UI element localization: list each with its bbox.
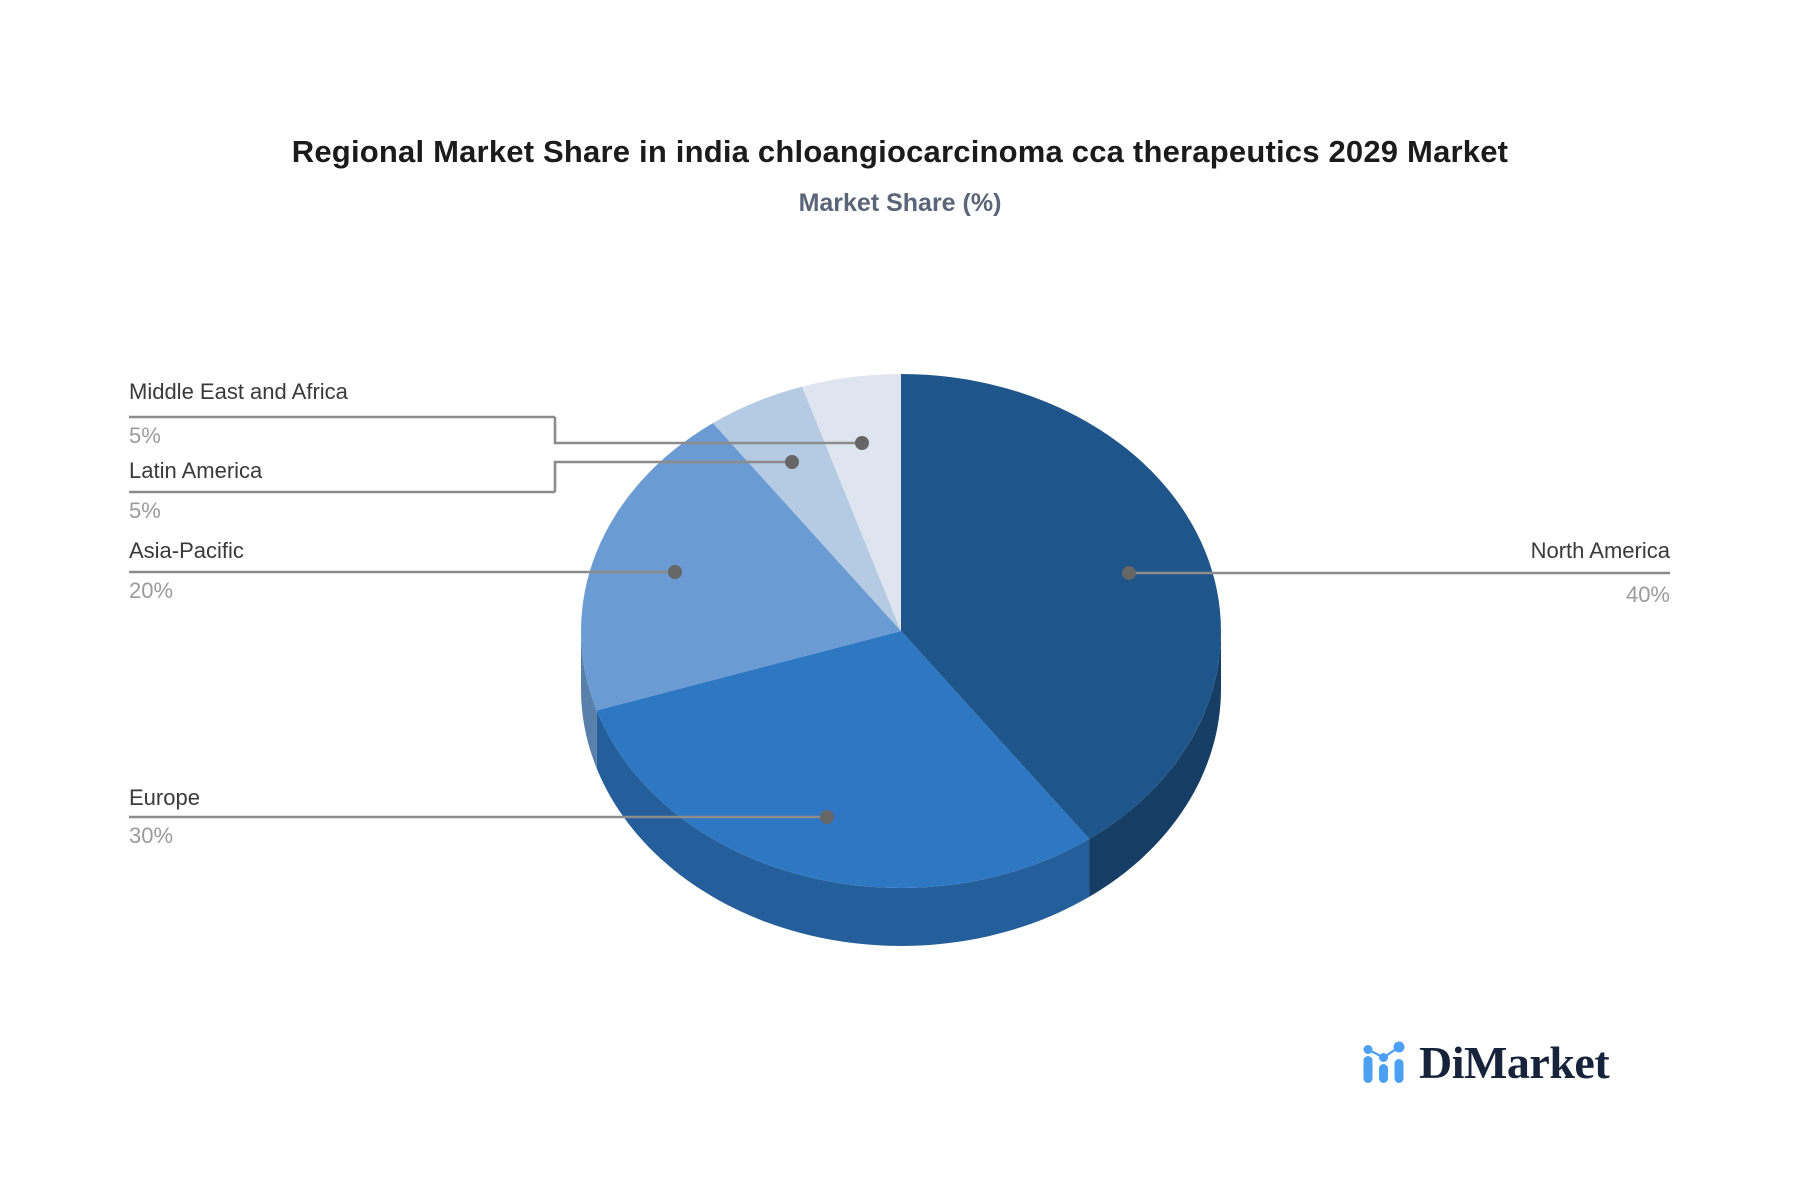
leader-dot-europe [820,810,834,824]
callout-label-north-america: North America [1530,538,1670,563]
callout-label-middle-east-and-africa: Middle East and Africa [129,379,348,404]
callout-label-europe: Europe [129,785,200,810]
pie-slice-latin-america [712,386,901,631]
pie-slice-side-asia-pacific [581,631,597,769]
chart-title: Regional Market Share in india chloangio… [291,134,1509,169]
leader-dot-asia-pacific [668,565,682,579]
callout-value-north-america: 40% [1625,582,1670,607]
leader-dot-middle-east-and-africa [855,436,869,450]
chart-subtitle: Market Share (%) [798,189,1002,217]
dimarket-logo-text: DiMarket [1419,1037,1610,1088]
dimarket-logo: DiMarket [1362,1037,1610,1088]
leader-dot-north-america [1122,566,1136,580]
callout-value-middle-east-and-africa: 5% [129,423,161,448]
callout-value-europe: 30% [129,823,174,848]
callout-value-asia-pacific: 20% [129,578,174,603]
pie-slice-europe [596,631,1090,888]
bar-line-chart-icon [1363,1041,1405,1083]
leader-elbow-middle-east-and-africa [553,417,862,445]
pie-slice-middle-east-and-africa [802,374,901,631]
pie-slice-north-america [901,374,1221,839]
pie-slice-side-north-america [1089,631,1221,897]
leader-elbow-latin-america [553,460,792,492]
leader-dot-latin-america [785,455,799,469]
callout-value-latin-america: 5% [129,498,161,523]
pie-slice-side-europe [596,710,1090,946]
callout-label-asia-pacific: Asia-Pacific [129,538,244,563]
callout-label-latin-america: Latin America [129,458,263,483]
pie-slice-asia-pacific [581,423,901,711]
